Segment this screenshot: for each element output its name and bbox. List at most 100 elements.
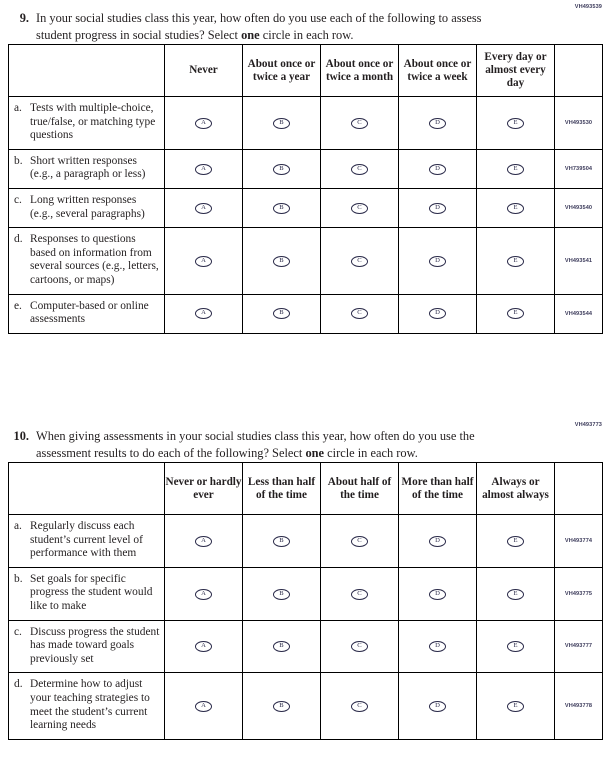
radio-option-cell[interactable]: E [476,148,555,189]
question-9-table-body: a. Tests with multiple-choice, true/false… [8,96,603,334]
radio-option-cell[interactable]: E [476,672,555,740]
row-label: Set goals for specific progress the stud… [30,572,153,612]
radio-option-cell[interactable]: A [164,227,243,295]
radio-bubble-d-icon[interactable]: D [429,700,446,712]
radio-option-cell[interactable]: C [320,566,399,621]
radio-bubble-a-icon[interactable]: A [195,163,212,175]
radio-option-cell[interactable]: C [320,148,399,189]
radio-option-cell[interactable]: A [164,293,243,334]
radio-bubble-c-icon[interactable]: C [351,202,368,214]
radio-bubble-e-icon[interactable]: E [507,117,524,129]
radio-option-cell[interactable]: C [320,672,399,740]
radio-bubble-d-icon[interactable]: D [429,641,446,653]
radio-option-cell[interactable]: B [242,514,321,568]
radio-option-cell[interactable]: D [398,187,477,229]
radio-option-cell[interactable]: B [242,148,321,189]
radio-option-cell[interactable]: C [320,293,399,334]
radio-bubble-d-icon[interactable]: D [429,117,446,129]
radio-bubble-b-icon[interactable]: B [273,117,290,129]
radio-option-cell[interactable]: C [320,619,399,674]
radio-bubble-e-icon[interactable]: E [507,641,524,653]
radio-bubble-d-icon[interactable]: D [429,202,446,214]
radio-option-cell[interactable]: E [476,293,555,334]
radio-option-cell[interactable]: E [476,514,555,568]
radio-option-cell[interactable]: B [242,227,321,295]
radio-option-cell[interactable]: E [476,619,555,674]
radio-option-cell[interactable]: D [398,148,477,189]
radio-bubble-b-icon[interactable]: B [273,202,290,214]
radio-bubble-b-icon[interactable]: B [273,641,290,653]
radio-option-cell[interactable]: A [164,148,243,189]
radio-option-cell[interactable]: E [476,227,555,295]
radio-option-cell[interactable]: E [476,566,555,621]
radio-option-cell[interactable]: C [320,187,399,229]
radio-bubble-c-icon[interactable]: C [351,588,368,600]
radio-option-cell[interactable]: E [476,96,555,150]
radio-bubble-a-icon[interactable]: A [195,202,212,214]
radio-bubble-a-icon[interactable]: A [195,308,212,320]
radio-bubble-c-icon[interactable]: C [351,117,368,129]
radio-bubble-e-icon[interactable]: E [507,700,524,712]
radio-option-cell[interactable]: B [242,566,321,621]
radio-option-cell[interactable]: A [164,672,243,740]
radio-option-cell[interactable]: B [242,293,321,334]
radio-option-cell[interactable]: D [398,672,477,740]
radio-bubble-a-icon[interactable]: A [195,117,212,129]
radio-option-cell[interactable]: E [476,187,555,229]
radio-bubble-c-icon[interactable]: C [351,255,368,267]
radio-bubble-b-icon[interactable]: B [273,588,290,600]
table-row: a. Tests with multiple-choice, true/false… [8,96,603,150]
row-letter: a. [14,102,22,114]
radio-bubble-b-icon[interactable]: B [273,163,290,175]
radio-bubble-a-icon[interactable]: A [195,588,212,600]
radio-bubble-b-icon[interactable]: B [273,308,290,320]
radio-bubble-c-icon[interactable]: C [351,641,368,653]
radio-option-cell[interactable]: C [320,514,399,568]
radio-bubble-c-icon[interactable]: C [351,535,368,547]
radio-bubble-e-icon[interactable]: E [507,308,524,320]
radio-bubble-d-icon[interactable]: D [429,255,446,267]
radio-bubble-a-icon[interactable]: A [195,255,212,267]
radio-bubble-b-icon[interactable]: B [273,255,290,267]
radio-bubble-e-icon[interactable]: E [507,255,524,267]
radio-option-cell[interactable]: A [164,96,243,150]
radio-option-cell[interactable]: C [320,227,399,295]
radio-bubble-d-icon[interactable]: D [429,163,446,175]
row-label: Tests with multiple-choice, true/false, … [30,102,156,142]
radio-bubble-e-icon[interactable]: E [507,535,524,547]
radio-bubble-c-icon[interactable]: C [351,163,368,175]
radio-option-cell[interactable]: D [398,514,477,568]
radio-bubble-b-icon[interactable]: B [273,535,290,547]
header-cell-stem [8,44,165,97]
table-row: a. Regularly discuss each student’s curre… [8,514,603,568]
radio-bubble-a-icon[interactable]: A [195,700,212,712]
radio-option-cell[interactable]: D [398,566,477,621]
row-letter: c. [14,193,22,206]
radio-option-cell[interactable]: C [320,96,399,150]
radio-option-cell[interactable]: B [242,672,321,740]
radio-bubble-e-icon[interactable]: E [507,163,524,175]
radio-bubble-c-icon[interactable]: C [351,700,368,712]
radio-option-cell[interactable]: A [164,514,243,568]
row-item-code: VH493540 [554,187,603,229]
radio-bubble-e-icon[interactable]: E [507,202,524,214]
radio-bubble-b-icon[interactable]: B [273,700,290,712]
radio-option-cell[interactable]: D [398,227,477,295]
radio-bubble-d-icon[interactable]: D [429,308,446,320]
radio-option-cell[interactable]: D [398,96,477,150]
radio-option-cell[interactable]: D [398,619,477,674]
radio-bubble-a-icon[interactable]: A [195,535,212,547]
radio-option-cell[interactable]: A [164,566,243,621]
radio-option-cell[interactable]: A [164,619,243,674]
radio-bubble-e-icon[interactable]: E [507,588,524,600]
radio-option-cell[interactable]: D [398,293,477,334]
radio-option-cell[interactable]: B [242,96,321,150]
radio-option-cell[interactable]: B [242,619,321,674]
radio-option-cell[interactable]: A [164,187,243,229]
radio-bubble-a-icon[interactable]: A [195,641,212,653]
radio-bubble-c-icon[interactable]: C [351,308,368,320]
radio-option-cell[interactable]: B [242,187,321,229]
radio-bubble-d-icon[interactable]: D [429,535,446,547]
radio-bubble-d-icon[interactable]: D [429,588,446,600]
